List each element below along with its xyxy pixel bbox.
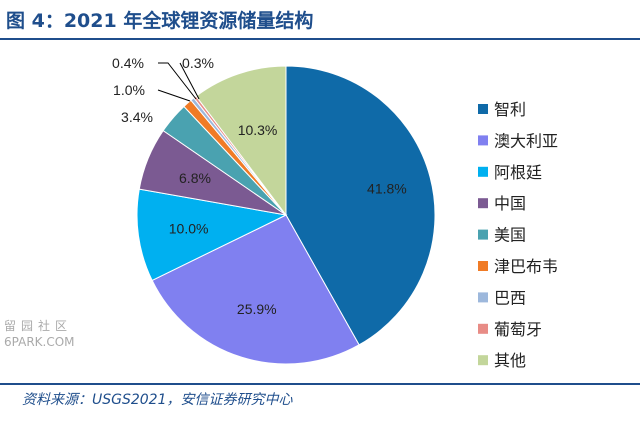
title-divider	[0, 38, 640, 40]
legend-swatch	[478, 261, 488, 271]
figure-title: 图 4：2021 年全球锂资源储量结构	[6, 10, 314, 32]
slice-value-label: 1.0%	[113, 82, 145, 98]
leader-lines	[157, 62, 200, 102]
slice-value-label: 10.3%	[238, 122, 278, 138]
legend-swatch	[478, 292, 488, 303]
legend-label: 津巴布韦	[494, 257, 558, 276]
legend-swatch	[478, 229, 488, 240]
slice-value-label: 41.8%	[367, 181, 407, 197]
legend-label: 巴西	[494, 288, 526, 307]
legend-label: 阿根廷	[494, 163, 542, 182]
slice-value-label: 3.4%	[121, 109, 153, 125]
legend-swatch	[478, 323, 488, 334]
slice-value-label: 0.3%	[182, 55, 214, 71]
pie-slice	[285, 65, 436, 346]
slice-value-label: 10.0%	[169, 221, 209, 237]
pie-slice	[195, 65, 287, 217]
leader-line	[158, 62, 197, 100]
pie-slice	[136, 188, 288, 282]
slice-value-label: 6.8%	[179, 170, 211, 186]
watermark-line: 留园社区	[4, 319, 73, 333]
watermark: 留园社区 6PARK.COM	[4, 318, 75, 350]
legend-label: 美国	[494, 226, 526, 245]
legend-label: 澳大利亚	[494, 131, 558, 150]
slice-value-label: 0.4%	[112, 55, 144, 71]
legend-swatch	[478, 104, 488, 114]
legend-label: 葡萄牙	[494, 320, 542, 339]
slice-value-label: 25.9%	[237, 301, 277, 317]
legend-label: 其他	[494, 351, 526, 370]
legend-swatch	[478, 355, 488, 366]
leader-line	[157, 89, 191, 102]
pie-slices	[136, 65, 436, 365]
legend-swatch	[478, 198, 488, 209]
pie-slice	[151, 214, 360, 365]
source-divider	[0, 383, 640, 385]
legend-label: 智利	[494, 100, 526, 119]
legend-swatch	[478, 166, 488, 177]
pie-chart: 41.8% 25.9% 10.0% 6.8% 3.4% 1.0% 0.4% 0.3% 10.3%…	[112, 55, 558, 370]
watermark-line: 6PARK.COM	[4, 335, 75, 349]
legend-label: 中国	[494, 194, 526, 213]
leader-line	[179, 62, 200, 100]
source-note: 资料来源：USGS2021，安信证券研究中心	[22, 392, 293, 408]
legend-swatch	[478, 135, 488, 146]
slice-labels: 41.8% 25.9% 10.0% 6.8% 3.4% 1.0% 0.4% 0.3% 10.3%	[112, 55, 407, 317]
